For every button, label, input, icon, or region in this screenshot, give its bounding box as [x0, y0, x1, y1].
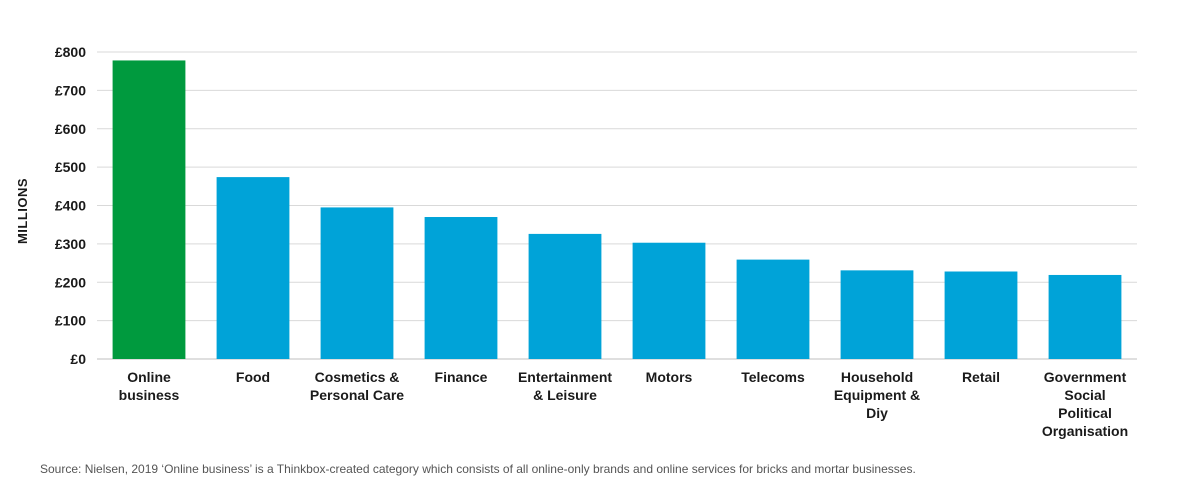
y-tick-label: £400	[55, 198, 86, 214]
y-tick-label: £700	[55, 82, 86, 98]
y-tick-label: £500	[55, 159, 86, 175]
bar-motors	[632, 242, 706, 359]
x-axis-categories: Online business Food Cosmetics & Personal Ca…	[119, 369, 1129, 439]
y-tick-label: £800	[55, 44, 86, 60]
category-label: Food	[236, 369, 270, 385]
bar-online-business	[112, 60, 186, 359]
bar-chart: £0 £100 £200 £300 £400 £500 £600 £700 £800 Onlin…	[15, 44, 1137, 439]
y-tick-label: £0	[70, 351, 86, 367]
y-tick-label: £600	[55, 121, 86, 137]
category-label: Motors	[646, 369, 693, 385]
y-axis-label: MILLIONS	[15, 178, 30, 244]
bars	[112, 60, 1122, 359]
category-label: Government Social Political Organisation	[1042, 369, 1128, 439]
y-tick-label: £100	[55, 313, 86, 329]
source-note: Source: Nielsen, 2019 ‘Online business’ …	[40, 462, 916, 476]
category-label: Telecoms	[741, 369, 805, 385]
y-axis-ticks: £0 £100 £200 £300 £400 £500 £600 £700 £800	[55, 44, 86, 367]
category-label: Household Equipment & Diy	[834, 369, 920, 421]
bar-food	[216, 177, 290, 359]
bar-retail	[944, 271, 1018, 359]
bar-government-social-political-organisation	[1048, 274, 1122, 359]
bar-household-equipment-diy	[840, 270, 914, 359]
y-tick-label: £200	[55, 274, 86, 290]
category-label: Finance	[435, 369, 488, 385]
category-label: Entertainment & Leisure	[518, 369, 612, 403]
category-label: Retail	[962, 369, 1000, 385]
bar-entertainment-leisure	[528, 233, 602, 359]
category-label: Cosmetics & Personal Care	[310, 369, 404, 403]
y-tick-label: £300	[55, 236, 86, 252]
bar-telecoms	[736, 259, 810, 359]
category-label: Online business	[119, 369, 180, 403]
bar-cosmetics-personal-care	[320, 207, 394, 359]
bar-finance	[424, 217, 498, 359]
